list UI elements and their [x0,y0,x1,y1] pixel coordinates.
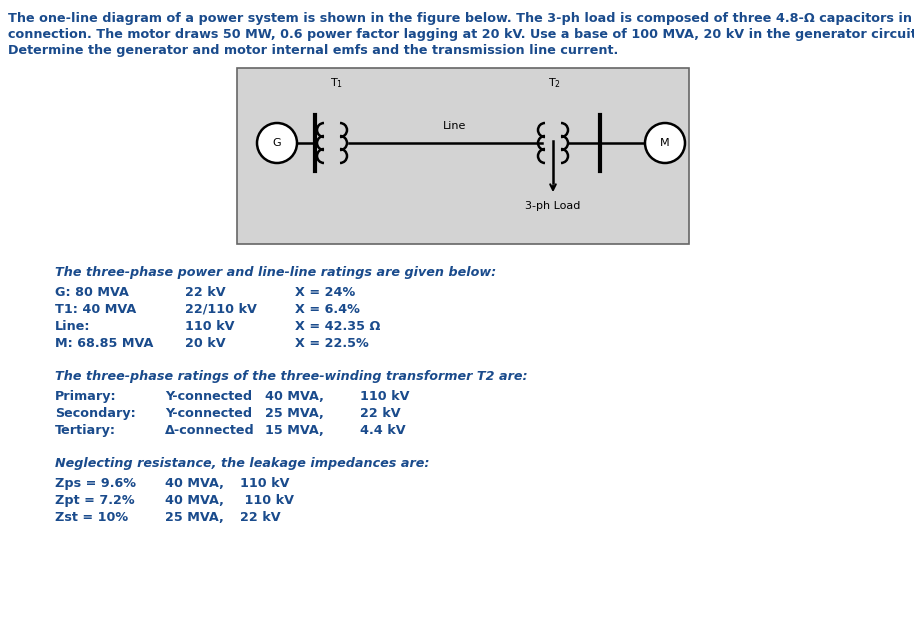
Text: X = 24%: X = 24% [295,286,356,299]
Text: 3-ph Load: 3-ph Load [526,201,580,211]
Text: 40 MVA,: 40 MVA, [265,390,324,403]
Text: G: 80 MVA: G: 80 MVA [55,286,129,299]
Text: 110 kV: 110 kV [185,320,235,333]
Text: 22 kV: 22 kV [185,286,226,299]
Text: 110 kV: 110 kV [240,477,290,490]
Text: Primary:: Primary: [55,390,117,403]
Text: Zst = 10%: Zst = 10% [55,511,128,524]
Text: 40 MVA,: 40 MVA, [165,477,224,490]
Text: 4.4 kV: 4.4 kV [360,424,406,437]
Text: connection. The motor draws 50 MW, 0.6 power factor lagging at 20 kV. Use a base: connection. The motor draws 50 MW, 0.6 p… [8,28,914,41]
Text: Secondary:: Secondary: [55,407,136,420]
Text: 110 kV: 110 kV [360,390,409,403]
Text: T1: 40 MVA: T1: 40 MVA [55,303,136,316]
Text: T$_1$: T$_1$ [331,76,344,90]
Text: 25 MVA,: 25 MVA, [165,511,224,524]
Text: 15 MVA,: 15 MVA, [265,424,324,437]
Text: 20 kV: 20 kV [185,337,226,350]
Text: X = 6.4%: X = 6.4% [295,303,360,316]
Text: Δ-connected: Δ-connected [165,424,255,437]
Text: 22/110 kV: 22/110 kV [185,303,257,316]
Text: G: G [272,138,282,148]
Text: The three-phase ratings of the three-winding transformer T2 are:: The three-phase ratings of the three-win… [55,370,527,383]
Text: T$_2$: T$_2$ [548,76,561,90]
Text: 40 MVA,: 40 MVA, [165,494,224,507]
Circle shape [257,123,297,163]
Text: X = 42.35 Ω: X = 42.35 Ω [295,320,380,333]
Text: 25 MVA,: 25 MVA, [265,407,324,420]
Text: 22 kV: 22 kV [240,511,281,524]
Text: M: M [660,138,670,148]
Text: Line: Line [442,121,466,131]
Text: Y-connected: Y-connected [165,390,252,403]
Text: Neglecting resistance, the leakage impedances are:: Neglecting resistance, the leakage imped… [55,457,430,470]
Text: The three-phase power and line-line ratings are given below:: The three-phase power and line-line rati… [55,266,496,279]
Text: Zps = 9.6%: Zps = 9.6% [55,477,136,490]
Text: The one-line diagram of a power system is shown in the figure below. The 3-ph lo: The one-line diagram of a power system i… [8,12,914,25]
Text: Tertiary:: Tertiary: [55,424,116,437]
Text: M: 68.85 MVA: M: 68.85 MVA [55,337,154,350]
Circle shape [645,123,685,163]
Text: X = 22.5%: X = 22.5% [295,337,368,350]
Text: Line:: Line: [55,320,90,333]
Text: Y-connected: Y-connected [165,407,252,420]
Bar [237,68,689,244]
Text: Zpt = 7.2%: Zpt = 7.2% [55,494,134,507]
Text: 110 kV: 110 kV [240,494,294,507]
Text: Determine the generator and motor internal emfs and the transmission line curren: Determine the generator and motor intern… [8,44,618,57]
Text: 22 kV: 22 kV [360,407,400,420]
